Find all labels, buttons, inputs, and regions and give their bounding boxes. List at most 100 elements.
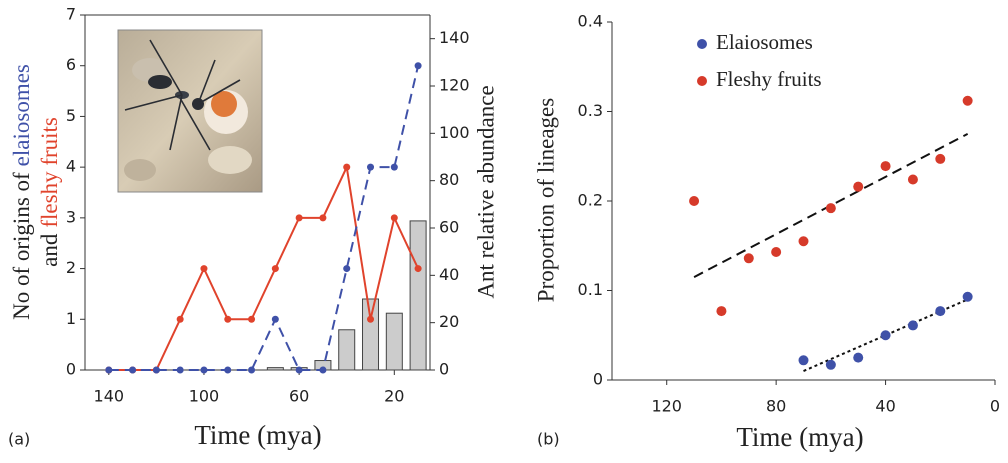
- legend-label: Elaiosomes: [716, 30, 813, 54]
- y2-tick-label: 20: [439, 312, 459, 331]
- y-tick-label: 1: [66, 309, 76, 328]
- y2-tick-label: 40: [439, 265, 459, 284]
- point: [343, 163, 351, 171]
- bar: [266, 367, 284, 371]
- point: [853, 352, 864, 363]
- y-tick-label: 5: [66, 106, 76, 125]
- x-tick-label: 80: [766, 397, 786, 416]
- y-tick-label: 3: [66, 207, 76, 226]
- point: [343, 265, 351, 273]
- point: [295, 366, 303, 374]
- x-tick-label: 20: [384, 387, 404, 406]
- plot: 0 1 2 3 4 5 6 7 0 20 40 60 80 100 120 140 140 100 60 20: [66, 5, 470, 406]
- point: [880, 330, 891, 341]
- point: [176, 315, 184, 323]
- x-tick-label: 100: [189, 387, 220, 406]
- point: [176, 366, 184, 374]
- y-tick-label: 7: [66, 5, 76, 24]
- y-tick-label: 0.2: [578, 191, 603, 210]
- y2-tick-label: 60: [439, 218, 459, 237]
- point: [248, 315, 256, 323]
- point: [962, 291, 973, 302]
- point: [271, 315, 279, 323]
- point: [743, 253, 754, 264]
- y-axis-title-series: elaiosomes: [9, 64, 34, 166]
- point: [771, 247, 782, 258]
- point: [414, 265, 422, 273]
- point: [367, 163, 375, 171]
- point: [853, 181, 864, 192]
- point: [414, 62, 422, 70]
- point: [935, 306, 946, 317]
- x-tick-label: 40: [875, 397, 895, 416]
- point: [798, 355, 809, 366]
- bar: [362, 298, 380, 371]
- y-tick-label: 0: [593, 370, 603, 389]
- bar: [385, 312, 403, 371]
- point: [271, 265, 279, 273]
- point: [935, 153, 946, 164]
- point: [295, 214, 303, 222]
- point: [200, 265, 208, 273]
- y2-tick-label: 80: [439, 170, 459, 189]
- x-tick-label: 140: [94, 387, 125, 406]
- y-axis-title: Proportion of lineages: [533, 98, 558, 302]
- y-axis-title-series: fleshy fruits: [37, 117, 62, 228]
- legend-marker: [697, 39, 707, 49]
- x-axis-title: Time (mya): [194, 420, 321, 450]
- y-tick-label: 0.3: [578, 101, 603, 120]
- legend-marker: [697, 76, 707, 86]
- panel-label: (a): [8, 430, 30, 449]
- y-tick-label: 0.1: [578, 280, 603, 299]
- point: [962, 95, 973, 106]
- y-axis-title: No of origins of elaiosomes: [9, 64, 34, 320]
- y-tick-label: 6: [66, 55, 76, 74]
- panel-label: (b): [537, 430, 560, 449]
- point: [129, 366, 137, 374]
- point: [248, 366, 256, 374]
- y-axis-title-part: No of origins of: [9, 172, 34, 320]
- y2-axis-title: Ant relative abundance: [473, 85, 498, 298]
- y-tick-label: 0.4: [578, 12, 603, 31]
- plot: 0 0.1 0.2 0.3 0.4 120 80 40 0 Elaiosomes Fleshy fr…: [578, 12, 1001, 416]
- point: [390, 163, 398, 171]
- trend-line: [693, 132, 969, 278]
- point: [825, 359, 836, 370]
- y2-tick-label: 100: [439, 123, 470, 142]
- x-axis-title: Time (mya): [736, 422, 863, 452]
- x-tick-label: 120: [651, 397, 682, 416]
- point: [319, 214, 327, 222]
- bar: [409, 220, 427, 371]
- y2-tick-label: 0: [439, 360, 449, 379]
- point: [200, 366, 208, 374]
- point: [907, 320, 918, 331]
- point: [367, 315, 375, 323]
- y2-tick-label: 120: [439, 76, 470, 95]
- point: [390, 214, 398, 222]
- bar: [338, 329, 356, 371]
- legend-label: Fleshy fruits: [716, 67, 822, 91]
- point: [689, 196, 700, 206]
- point: [224, 315, 232, 323]
- photo-inset: [117, 29, 263, 193]
- point: [798, 236, 809, 247]
- series-line: [108, 65, 420, 371]
- point: [825, 203, 836, 214]
- point: [716, 306, 727, 317]
- y-tick-label: 2: [66, 258, 76, 277]
- x-tick-label: 0: [990, 397, 1000, 416]
- point: [907, 174, 918, 185]
- y-axis-title: and fleshy fruits: [37, 117, 62, 267]
- point: [224, 366, 232, 374]
- y-tick-label: 0: [66, 360, 76, 379]
- series-line: [108, 163, 420, 371]
- x-tick-label: 60: [289, 387, 309, 406]
- point: [105, 366, 113, 374]
- point: [880, 161, 891, 172]
- y-axis-title-part: and: [37, 233, 62, 267]
- point: [152, 366, 160, 374]
- point: [319, 366, 327, 374]
- y-tick-label: 4: [66, 157, 76, 176]
- y2-tick-label: 140: [439, 28, 470, 47]
